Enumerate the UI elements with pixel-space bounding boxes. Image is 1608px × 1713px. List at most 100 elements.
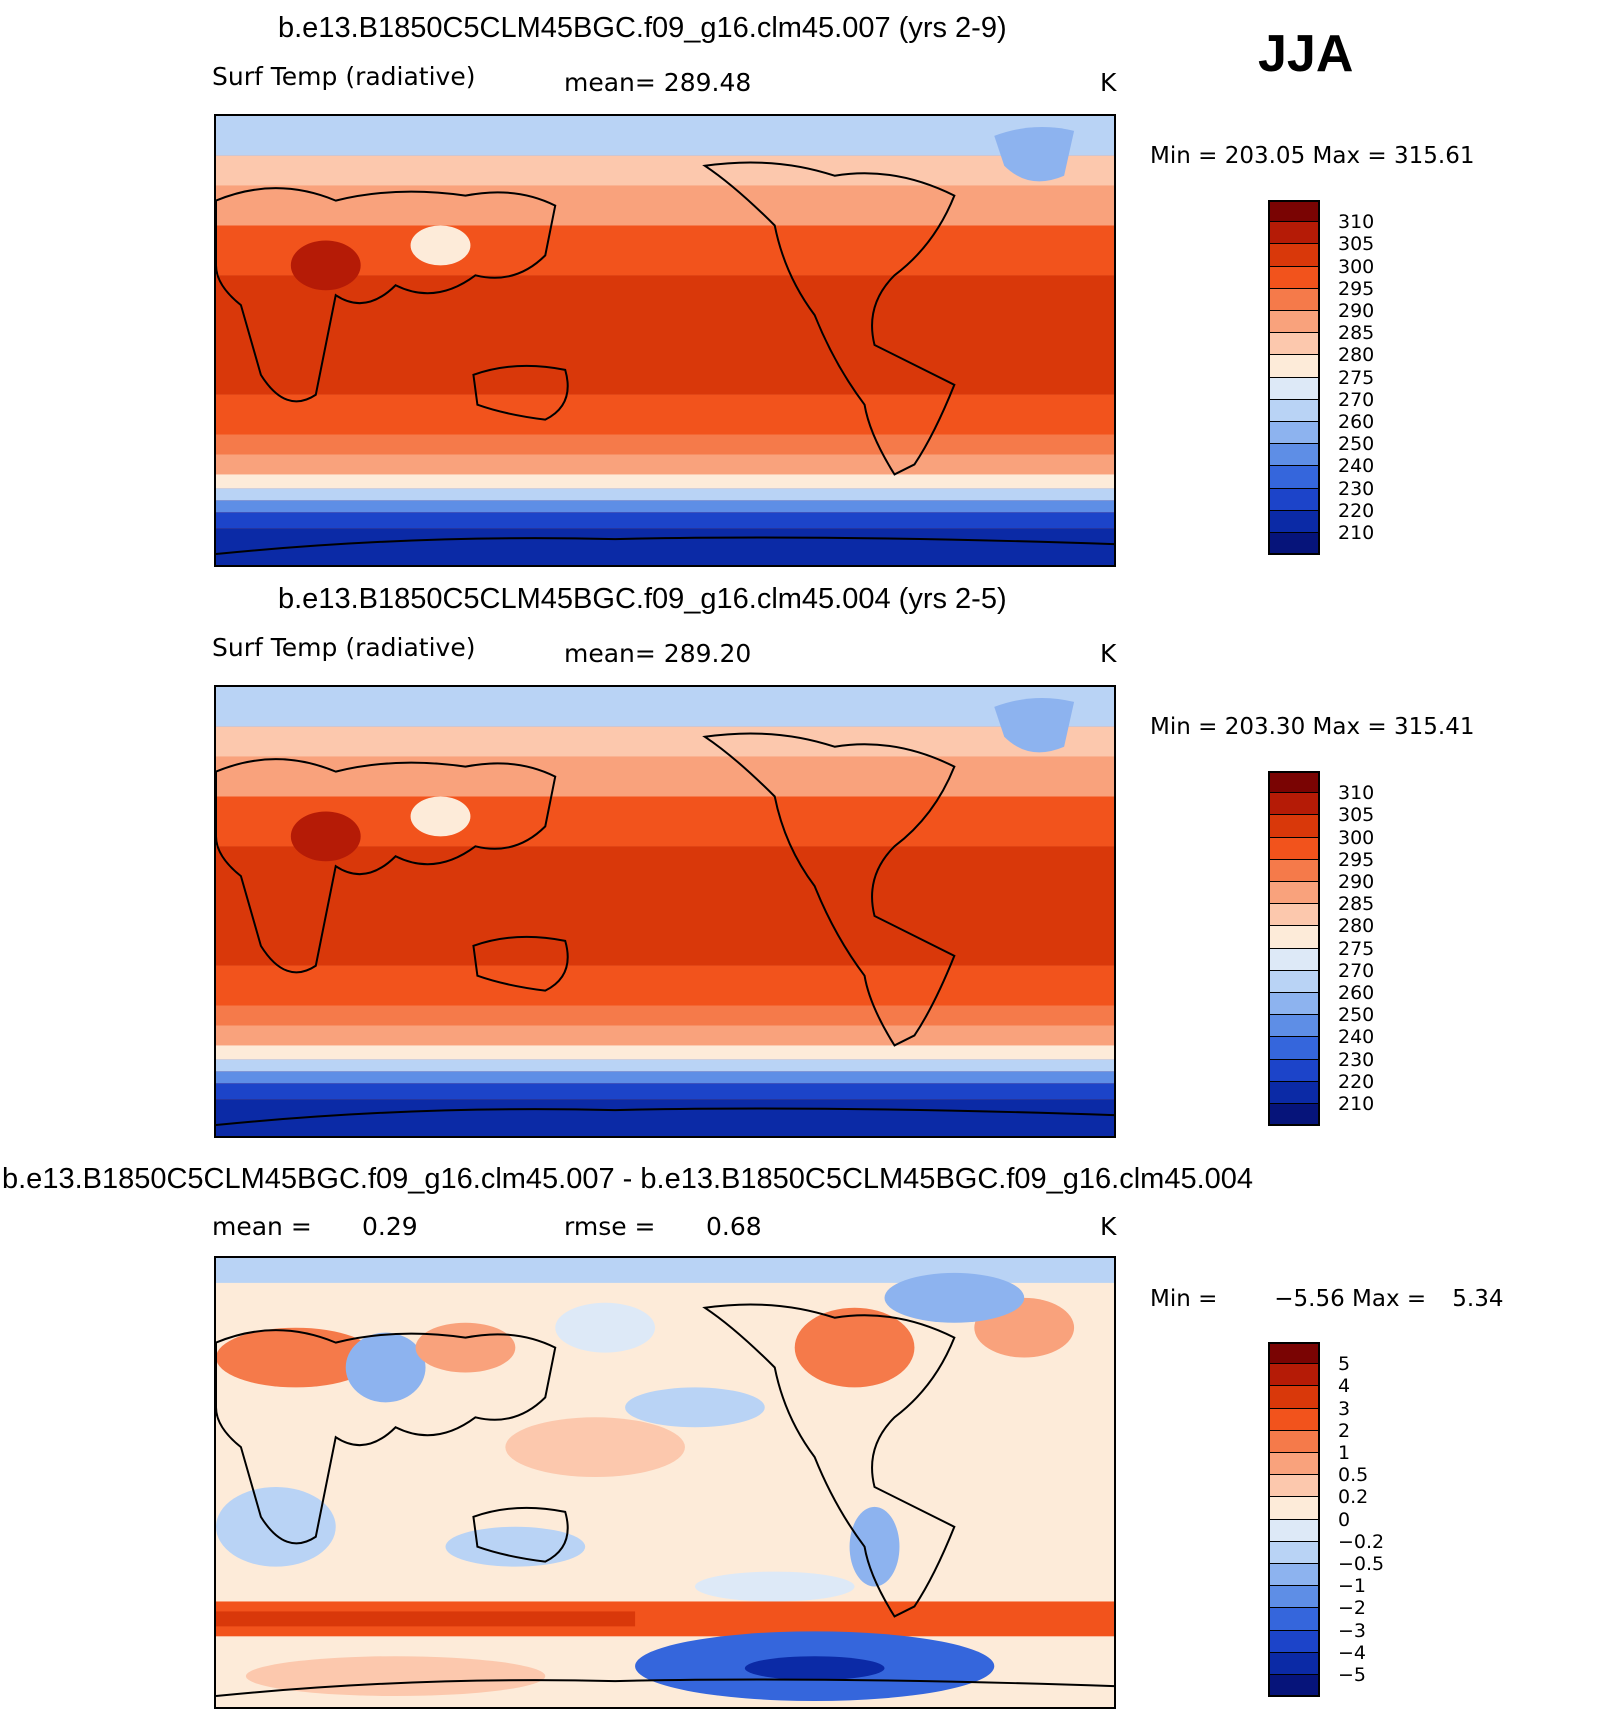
temp_colorbar-tick-label: 290 [1338, 300, 1375, 322]
temp_colorbar-tick-label: 295 [1338, 277, 1375, 300]
temp_colorbar-tick-label: 250 [1338, 433, 1375, 456]
temp_colorbar-tick-label: 270 [1338, 959, 1375, 982]
temp_colorbar-swatch [1268, 993, 1320, 1016]
panel-1-mean-label: mean= 289.48 [564, 68, 752, 97]
season-label: JJA [1258, 25, 1354, 83]
temp_colorbar-swatch [1268, 466, 1320, 489]
temp_colorbar-swatch [1268, 488, 1320, 511]
diff_colorbar-swatch [1268, 1630, 1320, 1653]
panel-1-min-value: 203.05 [1224, 143, 1306, 169]
temp_colorbar-swatch [1268, 244, 1320, 267]
panel-1-map-svg [216, 116, 1114, 565]
temp_colorbar-swatch [1268, 882, 1320, 905]
temp_colorbar-swatch [1268, 333, 1320, 356]
temp_colorbar-tick-label: 260 [1338, 982, 1375, 1004]
temp_colorbar-tick-label: 290 [1338, 871, 1375, 893]
temp_colorbar-swatch [1268, 399, 1320, 422]
temp_colorbar-tick-label: 305 [1338, 804, 1375, 827]
temp_colorbar-swatch [1268, 1059, 1320, 1082]
temp_colorbar-swatch [1268, 377, 1320, 400]
panel-3-max-label: Max [1352, 1286, 1400, 1312]
temp_colorbar-tick-label: 260 [1338, 411, 1375, 433]
temp_colorbar-swatch [1268, 422, 1320, 445]
temp_colorbar-tick-label: 275 [1338, 366, 1375, 389]
temp_colorbar-tick-label: 300 [1338, 826, 1375, 849]
diff_colorbar-frame [1268, 1342, 1320, 1698]
panel-2-minmax: Min = 203.30 Max = 315.41 [1150, 714, 1475, 740]
diff_colorbar-swatch [1268, 1430, 1320, 1453]
temp_colorbar-swatch [1268, 1081, 1320, 1104]
diff_colorbar-tick-label: −1 [1338, 1575, 1367, 1598]
diff_colorbar-swatch [1268, 1453, 1320, 1476]
diff_colorbar-swatch [1268, 1586, 1320, 1609]
diff_colorbar-tick-label: 3 [1338, 1397, 1351, 1420]
diff_colorbar-tick-label: 1 [1338, 1442, 1351, 1464]
temp_colorbar-tick-label: 280 [1338, 915, 1375, 938]
panel-1-map [214, 114, 1116, 567]
diff_colorbar-swatch [1268, 1652, 1320, 1675]
temp_colorbar-tick-label: 240 [1338, 455, 1375, 478]
diff_colorbar-swatch [1268, 1342, 1320, 1365]
temp_colorbar-tick-label: 210 [1338, 1093, 1375, 1115]
panel-2-max-value: 315.41 [1393, 714, 1475, 740]
diff_colorbar-swatch [1268, 1364, 1320, 1387]
diff_colorbar-tick-label: −3 [1338, 1619, 1367, 1642]
panel-1-max-label: Max [1312, 143, 1361, 169]
temp_colorbar-swatch [1268, 859, 1320, 882]
diff_colorbar-tick-label: −2 [1338, 1597, 1367, 1620]
temp_colorbar-swatch [1268, 200, 1320, 223]
temp_colorbar-tick-label: 220 [1338, 1070, 1375, 1093]
panel-3-max-value: 5.34 [1452, 1286, 1504, 1312]
panel-3-rmse-value: 0.68 [706, 1212, 762, 1241]
temp_colorbar-tick-label: 285 [1338, 322, 1375, 345]
temp_colorbar-frame [1268, 200, 1320, 556]
diff_colorbar-tick-label: −5 [1338, 1664, 1367, 1686]
panel-3-units: K [1100, 1212, 1117, 1241]
panel-1-max-value: 315.61 [1393, 143, 1475, 169]
panel-1-units: K [1100, 68, 1117, 97]
panel-2-map-svg [216, 687, 1114, 1136]
panel-2-map [214, 685, 1116, 1138]
panel-3-min-value: −5.56 [1274, 1286, 1345, 1312]
temp_colorbar-swatch [1268, 311, 1320, 334]
panel-1-min-label: Min [1150, 143, 1191, 169]
panel-2-title: b.e13.B1850C5CLM45BGC.f09_g16.clm45.004 … [278, 583, 1007, 615]
diff_colorbar-tick-label: −0.5 [1338, 1553, 1385, 1575]
temp_colorbar-swatch [1268, 510, 1320, 533]
temp_colorbar-tick-label: 270 [1338, 388, 1375, 411]
diff_colorbar-tick-label: 5 [1338, 1353, 1351, 1376]
temp_colorbar-tick-label: 285 [1338, 893, 1375, 916]
panel-3-map-svg [216, 1258, 1114, 1707]
temp_colorbar-tick-label: 310 [1338, 211, 1375, 234]
temp_colorbar-swatch [1268, 444, 1320, 467]
diff_colorbar-swatch [1268, 1408, 1320, 1431]
temp_colorbar-swatch [1268, 815, 1320, 838]
temp_colorbar-swatch [1268, 970, 1320, 993]
panel-2-mean-label: mean= 289.20 [564, 639, 752, 668]
panel-2-units: K [1100, 639, 1117, 668]
diff_colorbar-swatch [1268, 1475, 1320, 1498]
panel-3-mean-value: 0.29 [362, 1212, 418, 1241]
temp_colorbar-swatch [1268, 222, 1320, 245]
temp_colorbar-tick-label: 295 [1338, 848, 1375, 871]
diff_colorbar-swatch [1268, 1541, 1320, 1564]
diff_colorbar-tick-label: 2 [1338, 1419, 1351, 1442]
diff_colorbar-swatch [1268, 1497, 1320, 1520]
diff_colorbar-tick-label: 4 [1338, 1375, 1351, 1398]
diff_colorbar-swatch [1268, 1519, 1320, 1542]
temp_colorbar-swatch [1268, 266, 1320, 289]
diff_colorbar-tick-label: −4 [1338, 1641, 1367, 1664]
temp_colorbar-swatch [1268, 771, 1320, 794]
diff_colorbar-swatch [1268, 1608, 1320, 1631]
temp_colorbar-tick-label: 250 [1338, 1004, 1375, 1027]
panel-3-rmse-label: rmse = [564, 1212, 656, 1241]
panel-2-variable-label: Surf Temp (radiative) [212, 633, 476, 662]
panel-1-variable-label: Surf Temp (radiative) [212, 62, 476, 91]
temp_colorbar-tick-label: 310 [1338, 782, 1375, 805]
temp_colorbar-tick-label: 230 [1338, 1048, 1375, 1071]
temp_colorbar-swatch [1268, 288, 1320, 311]
panel-2-min-value: 203.30 [1224, 714, 1306, 740]
panel-1-minmax: Min = 203.05 Max = 315.61 [1150, 143, 1475, 169]
panel-3-min-label: Min [1150, 1286, 1191, 1312]
temp_colorbar-swatch [1268, 355, 1320, 378]
